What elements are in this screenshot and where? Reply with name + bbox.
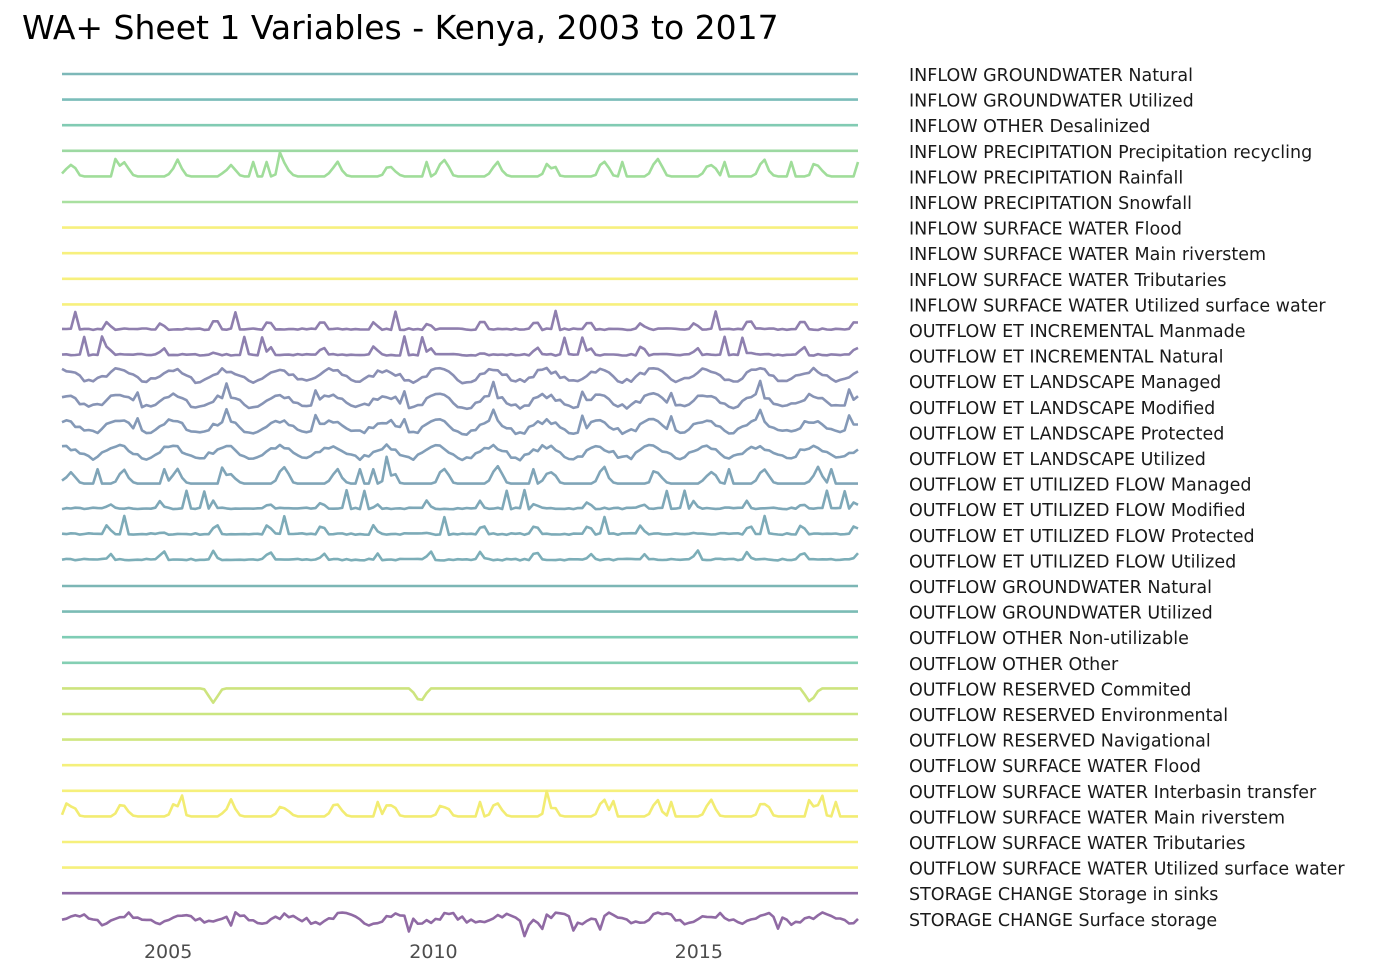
- series-label-storage-change-storage-in-sinks: STORAGE CHANGE Storage in sinks: [909, 885, 1218, 905]
- series-label-inflow-surface-water-main-riverstem: INFLOW SURFACE WATER Main riverstem: [909, 245, 1266, 265]
- x-axis-ticks: 2005 2010 2015: [144, 941, 723, 963]
- series-label-outflow-surface-water-flood: OUTFLOW SURFACE WATER Flood: [909, 757, 1201, 777]
- series-line-outflow-et-incremental-manmade: [61, 309, 859, 332]
- series-label-inflow-surface-water-flood: INFLOW SURFACE WATER Flood: [909, 220, 1182, 240]
- series-label-outflow-reserved-environmental: OUTFLOW RESERVED Environmental: [909, 706, 1228, 726]
- series-label-outflow-other-non-utilizable: OUTFLOW OTHER Non-utilizable: [909, 629, 1189, 649]
- series-label-outflow-surface-water-interbasin-transfer: OUTFLOW SURFACE WATER Interbasin transfe…: [909, 783, 1317, 803]
- x-tick-label-2005: 2005: [144, 941, 192, 963]
- series-label-outflow-et-utilized-flow-protected: OUTFLOW ET UTILIZED FLOW Protected: [909, 527, 1255, 547]
- series-line-outflow-surface-water-main-riverstem: [60, 789, 858, 818]
- series-label-outflow-reserved-navigational: OUTFLOW RESERVED Navigational: [909, 732, 1211, 752]
- series-line-outflow-et-landscape-modified: [61, 379, 859, 411]
- series-label-outflow-surface-water-tributaries: OUTFLOW SURFACE WATER Tributaries: [909, 834, 1245, 854]
- series-labels: INFLOW GROUNDWATER Natural INFLOW GROUNDW…: [909, 66, 1345, 931]
- chart-title: WA+ Sheet 1 Variables - Kenya, 2003 to 2…: [22, 8, 779, 47]
- series-label-outflow-et-utilized-flow-modified: OUTFLOW ET UTILIZED FLOW Modified: [909, 501, 1246, 521]
- x-tick-label-2010: 2010: [409, 941, 457, 963]
- series-line-outflow-et-utilized-flow-managed: [61, 455, 858, 485]
- series-label-outflow-et-incremental-natural: OUTFLOW ET INCREMENTAL Natural: [909, 348, 1224, 368]
- series-label-inflow-surface-water-tributaries: INFLOW SURFACE WATER Tributaries: [909, 271, 1226, 291]
- x-tick-label-2015: 2015: [675, 941, 723, 963]
- series-label-outflow-et-landscape-protected: OUTFLOW ET LANDSCAPE Protected: [909, 424, 1224, 444]
- series-line-outflow-et-incremental-natural: [61, 335, 859, 357]
- series-label-outflow-et-utilized-flow-utilized: OUTFLOW ET UTILIZED FLOW Utilized: [909, 552, 1236, 572]
- series-line-outflow-et-utilized-flow-modified: [61, 488, 859, 511]
- series-line-inflow-precipitation-rainfall: [61, 151, 860, 178]
- series-label-outflow-et-landscape-modified: OUTFLOW ET LANDSCAPE Modified: [909, 399, 1215, 419]
- series-label-outflow-et-landscape-managed: OUTFLOW ET LANDSCAPE Managed: [909, 373, 1221, 393]
- series-line-outflow-et-landscape-utilized: [61, 443, 859, 462]
- series-label-outflow-other-other: OUTFLOW OTHER Other: [909, 655, 1119, 675]
- series-label-outflow-groundwater-natural: OUTFLOW GROUNDWATER Natural: [909, 578, 1212, 598]
- series-label-inflow-surface-water-utilized-surface-water: INFLOW SURFACE WATER Utilized surface wa…: [909, 296, 1326, 316]
- series-line-outflow-et-utilized-flow-utilized: [61, 549, 859, 562]
- series-label-outflow-et-landscape-utilized: OUTFLOW ET LANDSCAPE Utilized: [909, 450, 1206, 470]
- series-line-outflow-et-landscape-protected: [61, 407, 859, 436]
- series-label-inflow-precipitation-snowfall: INFLOW PRECIPITATION Snowfall: [909, 194, 1192, 214]
- series-line-storage-change-surface-storage: [61, 911, 859, 938]
- series-label-inflow-other-desalinized: INFLOW OTHER Desalinized: [909, 117, 1150, 137]
- series-label-outflow-et-utilized-flow-managed: OUTFLOW ET UTILIZED FLOW Managed: [909, 476, 1252, 496]
- series-label-outflow-surface-water-main-riverstem: OUTFLOW SURFACE WATER Main riverstem: [909, 808, 1285, 828]
- series-label-outflow-et-incremental-manmade: OUTFLOW ET INCREMENTAL Manmade: [909, 322, 1246, 342]
- series-label-outflow-surface-water-utilized-surface-water: OUTFLOW SURFACE WATER Utilized surface w…: [909, 860, 1345, 880]
- series-label-inflow-precipitation-rainfall: INFLOW PRECIPITATION Rainfall: [909, 168, 1183, 188]
- series-label-inflow-groundwater-natural: INFLOW GROUNDWATER Natural: [909, 66, 1193, 86]
- series-label-outflow-reserved-commited: OUTFLOW RESERVED Commited: [909, 680, 1191, 700]
- series-lines: [60, 72, 860, 938]
- series-line-outflow-reserved-commited: [62, 687, 858, 704]
- series-label-outflow-groundwater-utilized: OUTFLOW GROUNDWATER Utilized: [909, 604, 1213, 624]
- series-line-outflow-et-utilized-flow-protected: [61, 514, 859, 537]
- series-label-inflow-precipitation-precipitation-recycling: INFLOW PRECIPITATION Precipitation recyc…: [909, 143, 1312, 163]
- series-label-inflow-groundwater-utilized: INFLOW GROUNDWATER Utilized: [909, 92, 1194, 112]
- series-label-storage-change-surface-storage: STORAGE CHANGE Surface storage: [909, 911, 1217, 931]
- series-line-outflow-et-landscape-managed: [61, 366, 859, 385]
